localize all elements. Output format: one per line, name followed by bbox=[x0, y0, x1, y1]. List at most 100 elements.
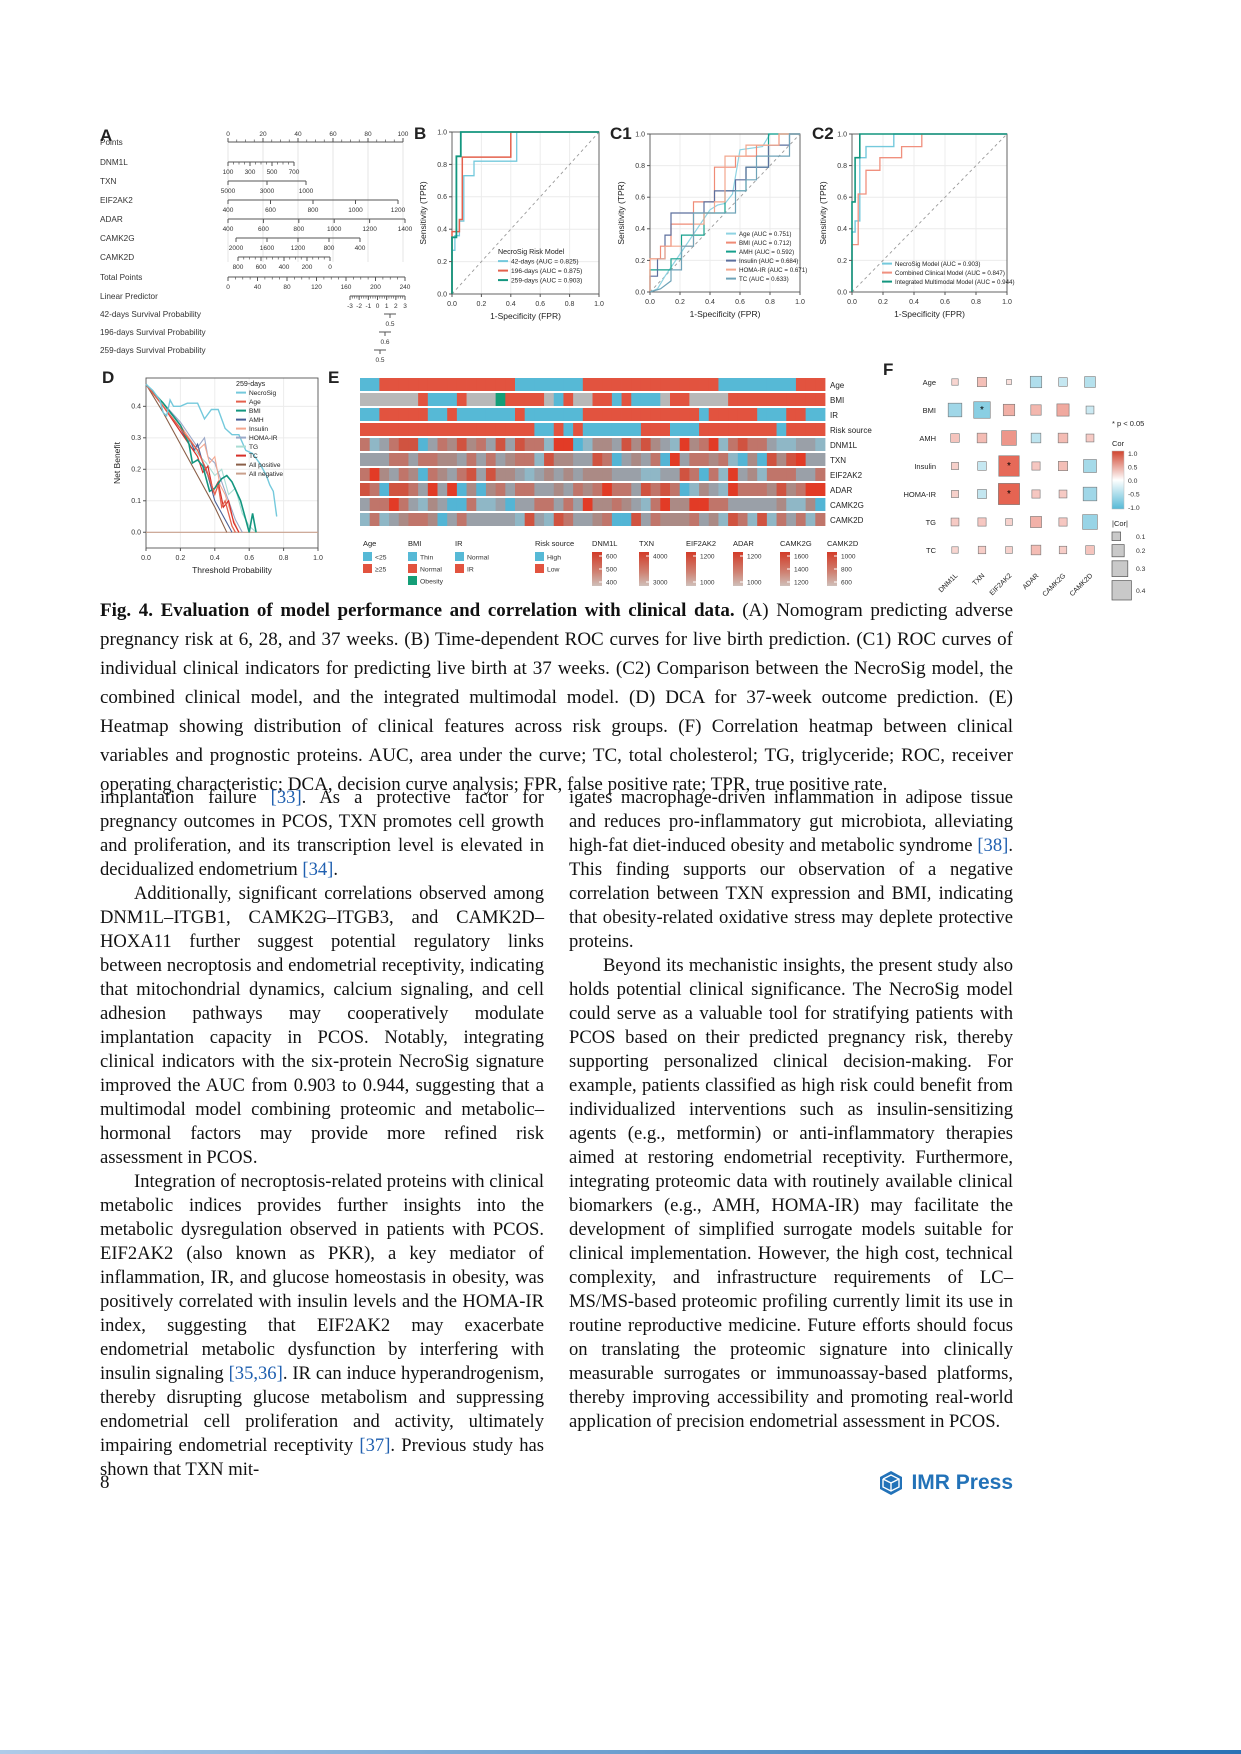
heatmap-cell bbox=[485, 498, 497, 511]
tick-label: 600 bbox=[258, 226, 269, 233]
heatmap-cell bbox=[689, 393, 700, 406]
heatmap-cell bbox=[418, 513, 429, 526]
heatmap-cell bbox=[553, 468, 564, 481]
legend-label: Insulin bbox=[249, 426, 268, 433]
heatmap-cell bbox=[815, 408, 826, 421]
body-paragraph: Beyond its mechanistic insights, the pre… bbox=[569, 955, 1013, 1432]
tick-label: 0.6 bbox=[437, 194, 447, 201]
tick-label: 400 bbox=[223, 207, 234, 214]
heatmap-cell bbox=[485, 453, 497, 466]
legend-label: IR bbox=[467, 567, 474, 574]
tick-label: 1200 bbox=[391, 207, 406, 214]
nomogram-row-label: Total Points bbox=[100, 273, 142, 282]
heatmap-cell bbox=[650, 513, 661, 526]
tick-label: -1 bbox=[365, 303, 371, 310]
heatmap-cell bbox=[640, 498, 652, 511]
panel-e-heatmap: Age BMI IR Risk source DNM1L TXN EIF2AK2 ADAR CA… bbox=[330, 370, 890, 598]
heatmap-cell bbox=[602, 513, 613, 526]
heatmap-cell bbox=[534, 513, 545, 526]
nomogram-row-label: 259-days Survival Probability bbox=[100, 346, 206, 355]
heatmap-cell bbox=[670, 408, 681, 421]
correlation-cell bbox=[1030, 516, 1042, 528]
heatmap-cell bbox=[689, 483, 700, 496]
heatmap-cell bbox=[398, 483, 409, 496]
heatmap-cell bbox=[805, 483, 816, 496]
heatmap-cell bbox=[766, 438, 777, 451]
correlation-cell bbox=[1029, 375, 1043, 389]
heatmap-cell bbox=[524, 468, 535, 481]
heatmap-cell bbox=[553, 498, 564, 511]
heatmap-cell bbox=[602, 453, 613, 466]
tick-label: 0.0 bbox=[847, 299, 857, 306]
correlation-cell bbox=[1006, 379, 1012, 385]
heatmap-cell bbox=[776, 513, 787, 526]
heatmap-cell bbox=[524, 408, 535, 421]
tick-label: 0.4 bbox=[1136, 588, 1146, 595]
heatmap-cell bbox=[495, 438, 506, 451]
heatmap-row-label: DNM1L bbox=[830, 441, 858, 450]
tick-label: 200 bbox=[302, 264, 313, 271]
heatmap-cell bbox=[360, 513, 371, 526]
heatmap-cell bbox=[718, 378, 729, 391]
heatmap-cell bbox=[670, 423, 681, 436]
heatmap-cell bbox=[495, 408, 506, 421]
citation-link[interactable]: [35,36] bbox=[228, 1363, 283, 1384]
heatmap-cell bbox=[621, 378, 632, 391]
heatmap-cell bbox=[602, 378, 613, 391]
correlation-cell bbox=[1031, 461, 1041, 471]
legend-swatch bbox=[455, 552, 464, 561]
heatmap-cell bbox=[515, 408, 526, 421]
heatmap-cell bbox=[582, 498, 593, 511]
heatmap-cell bbox=[466, 468, 477, 481]
heatmap-cell bbox=[524, 438, 535, 451]
citation-link[interactable]: [38] bbox=[977, 835, 1009, 856]
legend-label: NecroSig Model (AUC = 0.903) bbox=[895, 261, 980, 268]
imr-press-icon bbox=[880, 1471, 903, 1495]
tick-label: 0.2 bbox=[837, 258, 847, 265]
tick-label: 500 bbox=[606, 567, 617, 574]
heatmap-cell bbox=[485, 438, 497, 451]
heatmap-cell bbox=[505, 423, 516, 436]
citation-link[interactable]: [33] bbox=[270, 787, 302, 808]
tick-label: 0.3 bbox=[1136, 566, 1146, 573]
heatmap-cell bbox=[534, 468, 545, 481]
heatmap-cell bbox=[466, 453, 477, 466]
tick-label: 0.1 bbox=[131, 498, 141, 505]
heatmap-cell bbox=[747, 423, 758, 436]
caption-label: Fig. 4. Evaluation of model performance … bbox=[100, 600, 735, 621]
citation-link[interactable]: [37] bbox=[359, 1435, 391, 1456]
tick-label: 160 bbox=[341, 284, 352, 291]
citation-link[interactable]: [34] bbox=[302, 859, 334, 880]
correlation-cell bbox=[1084, 376, 1096, 388]
heatmap-cell bbox=[389, 468, 400, 481]
heatmap-cell bbox=[379, 513, 390, 526]
heatmap-cell bbox=[728, 393, 739, 406]
heatmap-cell bbox=[776, 468, 787, 481]
heatmap-cell bbox=[689, 378, 700, 391]
tick-label: 600 bbox=[265, 207, 276, 214]
tick-label: -1.0 bbox=[1128, 505, 1140, 512]
heatmap-row-label: ADAR bbox=[830, 486, 852, 495]
publisher-logo: IMR Press bbox=[878, 1470, 1013, 1496]
tick-label: 1600 bbox=[260, 245, 275, 252]
heatmap-cell bbox=[582, 483, 593, 496]
correlation-cell bbox=[998, 455, 1020, 477]
heatmap-cell bbox=[708, 468, 719, 481]
heatmap-cell bbox=[418, 393, 429, 406]
heatmap-cell bbox=[650, 498, 661, 511]
heatmap-cell bbox=[573, 513, 584, 526]
heatmap-cell bbox=[360, 393, 371, 406]
heatmap-cell bbox=[369, 483, 380, 496]
heatmap-cell bbox=[524, 423, 535, 436]
heatmap-cell bbox=[456, 498, 467, 511]
panel-label-c2: C2 bbox=[812, 124, 834, 143]
curves bbox=[145, 383, 318, 533]
heatmap-cell bbox=[805, 408, 816, 421]
tick-label: 200 bbox=[370, 284, 381, 291]
heatmap-cell bbox=[408, 393, 419, 406]
tick-label: 0.8 bbox=[437, 162, 447, 169]
heatmap-row-label: CAMK2D bbox=[830, 516, 864, 525]
tick-label: 0.6 bbox=[380, 339, 389, 346]
panel-c1-roc: 0.0 0.2 0.4 0.6 0.8 1.0 0.0 0.2 0.4 0.6 0.8 1.0 1-Sp… bbox=[608, 124, 808, 354]
heatmap-cell bbox=[786, 498, 797, 511]
